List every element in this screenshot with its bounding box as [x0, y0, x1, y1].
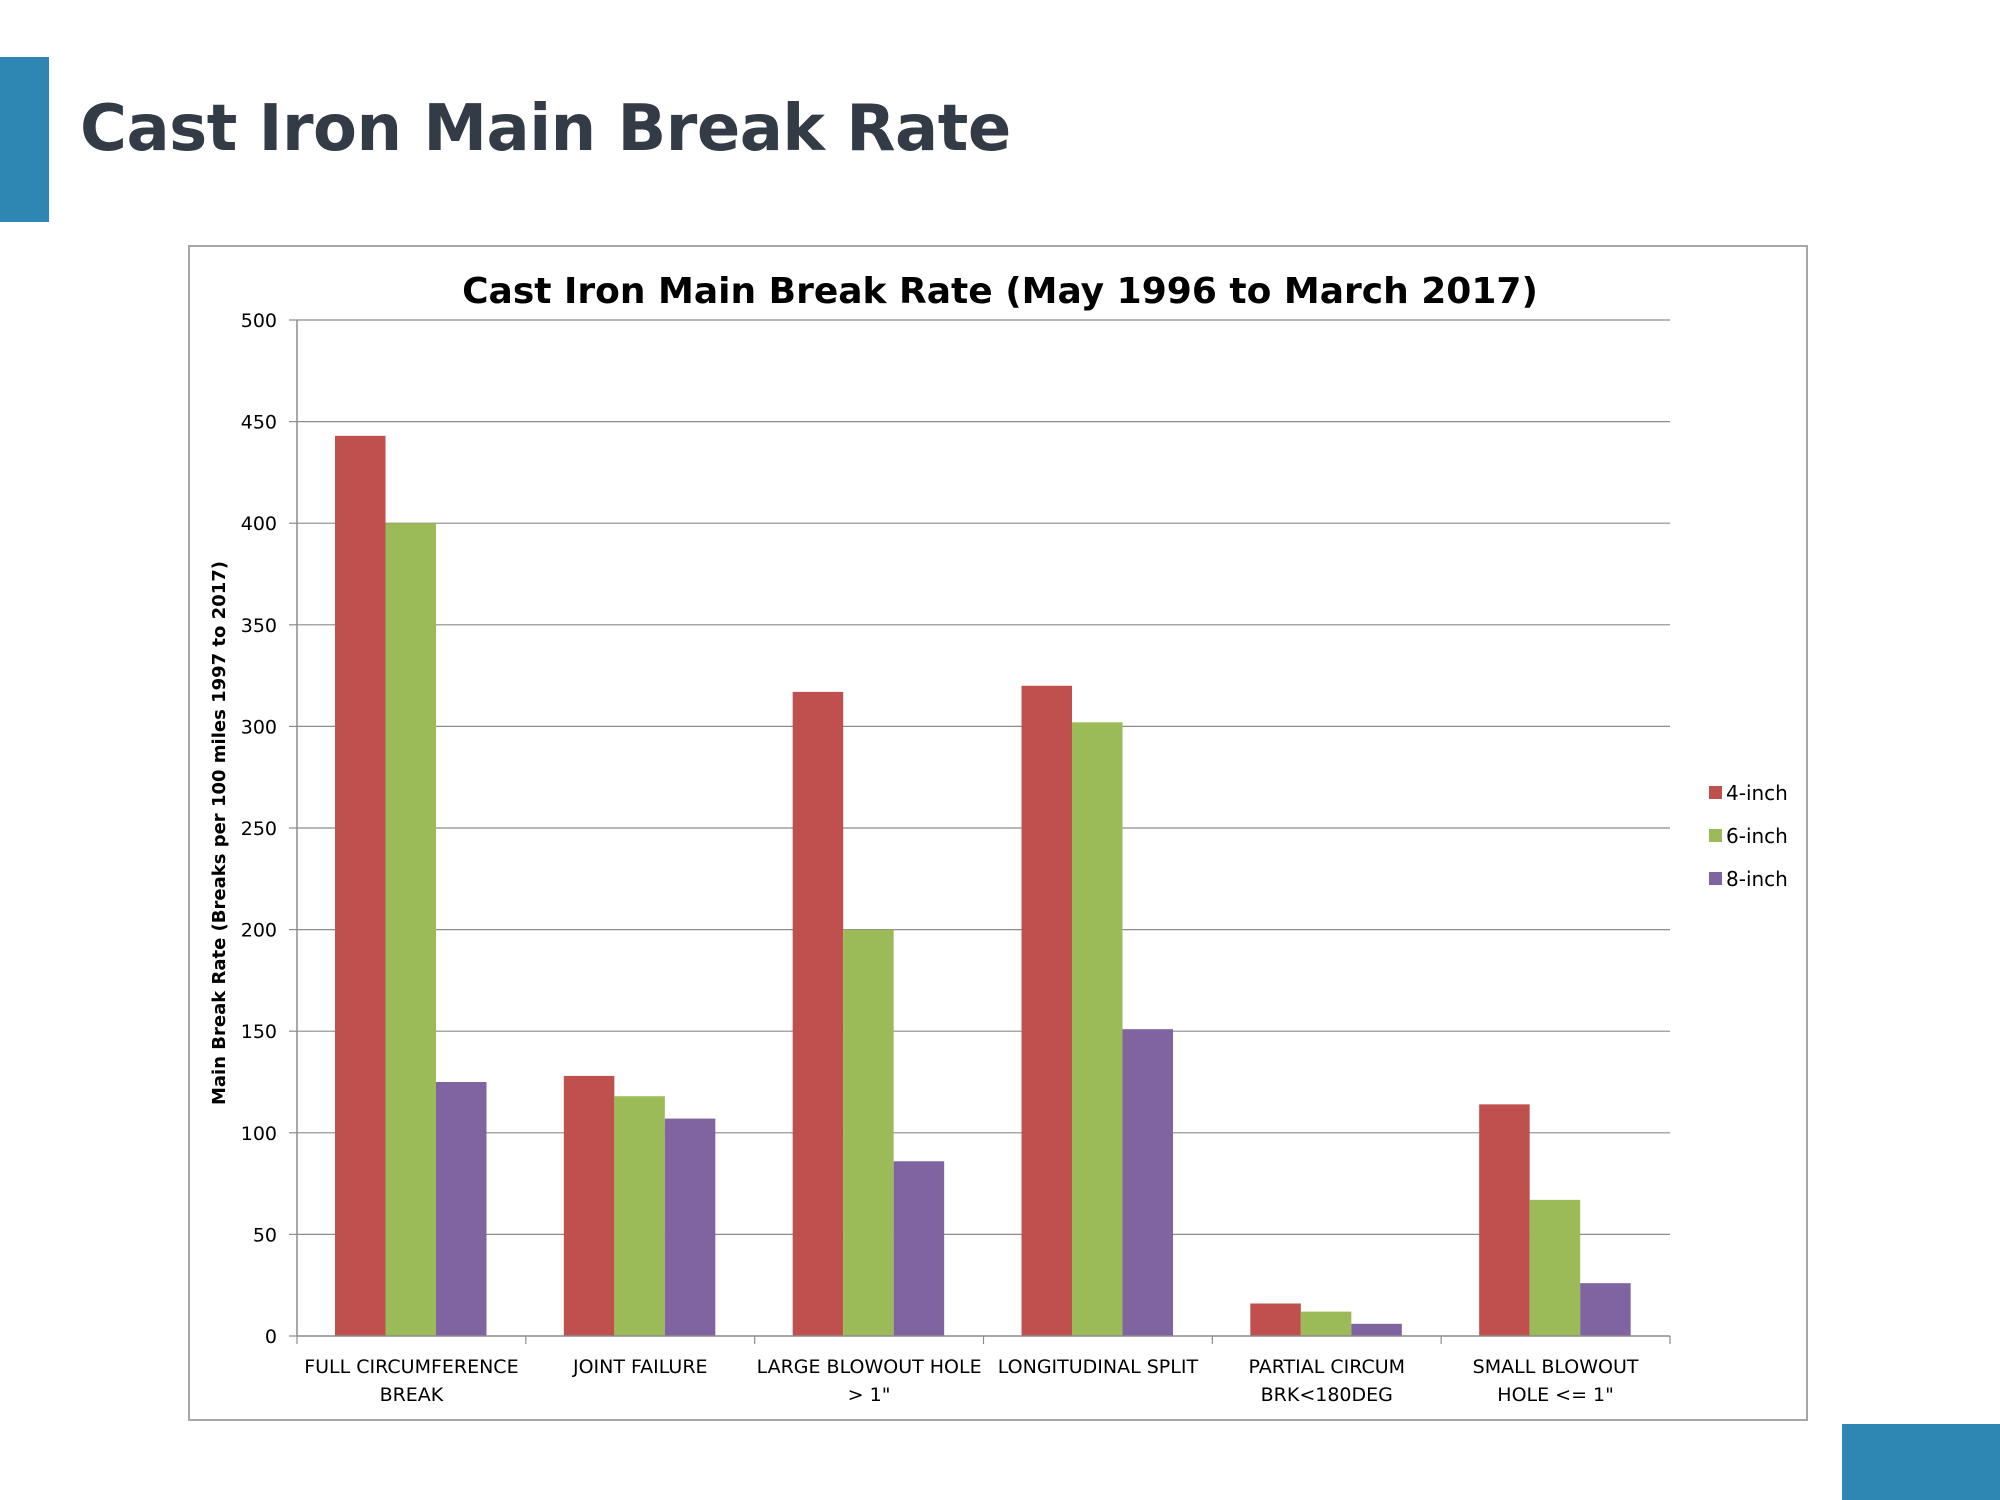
- legend-swatch-8-inch: [1709, 872, 1722, 885]
- y-tick-label: 500: [241, 310, 277, 332]
- x-category-label: BRK<180DEG: [1261, 1384, 1393, 1406]
- bars: [335, 435, 1631, 1337]
- y-tick-label: 350: [241, 615, 277, 637]
- bar-4-inch-1: [563, 1075, 615, 1336]
- accent-bar-left: [0, 57, 49, 222]
- bar-8-inch-2: [893, 1161, 945, 1336]
- x-category-label: FULL CIRCUMFERENCE: [304, 1356, 518, 1378]
- axes: [289, 319, 1671, 1344]
- bar-8-inch-5: [1580, 1283, 1631, 1336]
- bar-4-inch-5: [1479, 1104, 1530, 1336]
- chart-title: Cast Iron Main Break Rate (May 1996 to M…: [462, 271, 1538, 312]
- bar-6-inch-3: [1072, 722, 1123, 1336]
- x-category-label: BREAK: [380, 1384, 444, 1406]
- bar-4-inch-4: [1250, 1303, 1301, 1336]
- bar-4-inch-2: [792, 691, 844, 1336]
- bar-4-inch-0: [335, 435, 386, 1337]
- axis-tick-labels: 0 50 100 150 200 250 300 350 400 450 500 FULL CIRCU…: [241, 310, 1639, 1406]
- gridlines: [297, 319, 1670, 1236]
- bar-6-inch-4: [1300, 1311, 1352, 1336]
- bar-6-inch-0: [385, 523, 436, 1336]
- bar-8-inch-0: [436, 1082, 487, 1336]
- y-tick-label: 450: [241, 412, 277, 434]
- x-category-label: HOLE <= 1": [1497, 1384, 1614, 1406]
- y-tick-label: 200: [241, 920, 277, 942]
- x-category-label: > 1": [848, 1384, 891, 1406]
- y-tick-label: 150: [241, 1021, 277, 1043]
- bar-8-inch-4: [1351, 1323, 1402, 1336]
- y-tick-label: 0: [265, 1326, 277, 1348]
- y-tick-label: 100: [241, 1123, 277, 1145]
- x-category-label: JOINT FAILURE: [572, 1356, 708, 1378]
- legend-swatch-4-inch: [1709, 786, 1722, 799]
- x-category-label: LONGITUDINAL SPLIT: [998, 1356, 1199, 1378]
- accent-block-bottom: [1842, 1424, 2000, 1500]
- y-tick-label: 300: [241, 716, 277, 738]
- chart-frame: Cast Iron Main Break Rate (May 1996 to M…: [188, 245, 1808, 1421]
- y-tick-label: 400: [241, 513, 277, 535]
- y-tick-label: 250: [241, 818, 277, 840]
- x-category-label: SMALL BLOWOUT: [1473, 1356, 1639, 1378]
- legend-label: 8-inch: [1726, 867, 1788, 891]
- legend-label: 6-inch: [1726, 824, 1788, 848]
- x-category-label: LARGE BLOWOUT HOLE: [757, 1356, 982, 1378]
- bar-6-inch-5: [1529, 1199, 1581, 1336]
- bar-8-inch-3: [1122, 1029, 1173, 1336]
- x-category-label: PARTIAL CIRCUM: [1248, 1356, 1405, 1378]
- y-axis-label: Main Break Rate (Breaks per 100 miles 19…: [209, 561, 230, 1105]
- legend: 4-inch 6-inch 8-inch: [1709, 781, 1788, 891]
- bar-4-inch-3: [1021, 685, 1072, 1336]
- y-tick-label: 50: [253, 1224, 277, 1246]
- legend-swatch-6-inch: [1709, 829, 1722, 842]
- slide-title: Cast Iron Main Break Rate: [80, 92, 1011, 166]
- bar-chart: Cast Iron Main Break Rate (May 1996 to M…: [209, 271, 1788, 1406]
- bar-6-inch-2: [843, 929, 894, 1336]
- bar-8-inch-1: [664, 1118, 716, 1336]
- bar-6-inch-1: [614, 1096, 665, 1336]
- legend-label: 4-inch: [1726, 781, 1788, 805]
